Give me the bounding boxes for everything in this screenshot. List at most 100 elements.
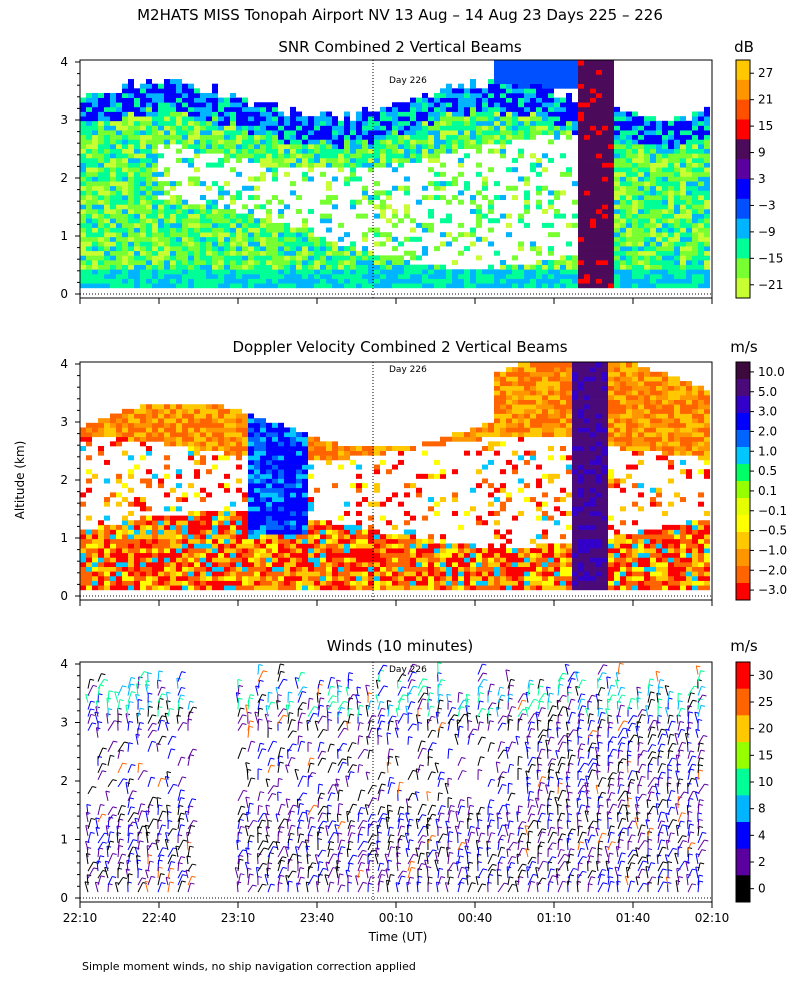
snr-cell [80,139,86,144]
snr-cell [440,265,446,270]
snr-cell [500,214,506,219]
snr-cell [566,70,572,75]
doppler-cell [254,492,260,497]
snr-cell [704,130,710,135]
colorbar-label: 3 [758,172,766,186]
snr-cell [704,269,710,274]
doppler-cell [356,451,362,456]
snr-cell [500,112,506,117]
doppler-cell [404,571,410,576]
doppler-cell [152,581,158,586]
snr-cell [578,172,584,177]
snr-cell [434,144,440,149]
snr-cell [398,112,404,117]
snr-cell [416,269,422,274]
doppler-cell [356,446,362,451]
snr-cell [584,214,590,219]
snr-cell [512,279,518,284]
doppler-cell [422,451,428,456]
doppler-cell [374,465,380,470]
snr-cell [86,223,92,228]
doppler-cell [86,437,92,442]
snr-cell [434,121,440,126]
snr-cell [446,98,452,103]
snr-cell [164,190,170,195]
snr-cell [410,228,416,233]
snr-cell [512,167,518,172]
doppler-cell [362,548,368,553]
snr-cell [524,223,530,228]
snr-cell [458,98,464,103]
snr-cell [110,112,116,117]
snr-cell [572,116,578,121]
snr-cell [410,139,416,144]
doppler-cell [236,562,242,567]
doppler-cell [248,557,254,562]
snr-cell [302,125,308,130]
snr-cell [470,135,476,140]
snr-cell [200,237,206,242]
snr-cell [392,153,398,158]
snr-cell [314,265,320,270]
snr-cell [542,102,548,107]
doppler-cell [236,581,242,586]
snr-cell [392,246,398,251]
doppler-cell [140,567,146,572]
snr-cell [254,279,260,284]
snr-cell [434,93,440,98]
doppler-cell [260,581,266,586]
doppler-cell [236,418,242,423]
snr-cell [692,181,698,186]
doppler-cell [146,567,152,572]
snr-cell [146,144,152,149]
snr-cell [296,265,302,270]
snr-cell [290,149,296,154]
doppler-cell [302,465,308,470]
snr-cell [164,84,170,89]
doppler-cell [284,562,290,567]
snr-cell [674,135,680,140]
snr-cell [680,163,686,168]
snr-cell [542,74,548,79]
snr-cell [500,153,506,158]
snr-cell [146,190,152,195]
snr-cell [554,209,560,214]
snr-cell [224,204,230,209]
snr-cell [332,144,338,149]
snr-cell [194,251,200,256]
snr-cell [122,107,128,112]
snr-cell [644,149,650,154]
snr-cell [374,158,380,163]
snr-cell [92,232,98,237]
doppler-cell [110,441,116,446]
doppler-cell [284,553,290,558]
snr-cell [494,79,500,84]
doppler-cell [224,437,230,442]
snr-cell [356,158,362,163]
doppler-cell [368,502,374,507]
doppler-cell [212,404,218,409]
snr-cell [122,125,128,130]
snr-cell [560,84,566,89]
snr-cell [272,112,278,117]
snr-cell [260,116,266,121]
snr-cell [692,186,698,191]
snr-cell [176,218,182,223]
snr-cell [554,102,560,107]
snr-cell [602,228,608,233]
snr-cell [374,214,380,219]
doppler-cell [296,451,302,456]
doppler-cell [254,483,260,488]
colorbar-swatch [736,239,750,259]
snr-cell [524,121,530,126]
snr-cell [182,98,188,103]
doppler-cell [416,548,422,553]
doppler-cell [260,516,266,521]
doppler-cell [224,543,230,548]
snr-cell [596,65,602,70]
snr-cell [674,181,680,186]
snr-cell [554,135,560,140]
doppler-cell [242,525,248,530]
doppler-cell [146,581,152,586]
snr-cell [230,167,236,172]
